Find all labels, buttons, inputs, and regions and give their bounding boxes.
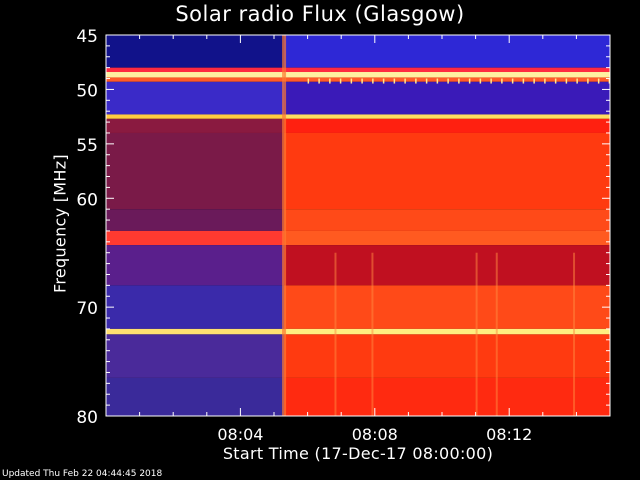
emission-streak <box>334 252 337 416</box>
x-tick-label: 08:04 <box>217 425 263 444</box>
band-tick <box>318 78 320 84</box>
band-tick <box>307 78 310 84</box>
chart-title: Solar radio Flux (Glasgow) <box>175 2 465 26</box>
band-after-burst <box>284 132 610 210</box>
band-tick <box>404 78 406 84</box>
band-tick <box>522 78 525 84</box>
band-tick <box>350 78 353 84</box>
band-tick <box>372 78 374 84</box>
band-tick <box>479 78 482 84</box>
emission-streak <box>371 252 374 416</box>
band-tick <box>587 78 589 84</box>
band-before-burst <box>106 132 285 210</box>
band-after-burst <box>284 67 610 73</box>
emission-streak <box>475 252 478 416</box>
band-before-burst <box>106 35 285 68</box>
band-tick <box>576 78 578 84</box>
band-before-burst <box>106 81 285 115</box>
emission-streak <box>495 252 498 416</box>
x-tick-label: 08:08 <box>352 425 398 444</box>
band-after-burst <box>284 334 610 378</box>
band-tick <box>490 78 492 84</box>
updated-timestamp: Updated Thu Feb 22 04:44:45 2018 <box>2 469 163 479</box>
band-after-burst <box>284 245 610 286</box>
band-after-burst <box>284 230 610 246</box>
band-tick <box>458 78 460 84</box>
band-tick <box>468 78 471 84</box>
band-after-burst <box>284 377 610 416</box>
band-before-burst <box>106 67 285 73</box>
band-tick <box>382 78 385 84</box>
band-tick <box>597 78 600 84</box>
y-tick-label: 50 <box>76 81 98 101</box>
band-after-burst <box>284 118 610 133</box>
band-after-burst <box>284 35 610 68</box>
band-tick <box>554 78 557 84</box>
band-tick <box>533 78 535 84</box>
band-before-burst <box>106 377 285 416</box>
band-before-burst <box>106 77 285 82</box>
band-tick <box>339 78 342 84</box>
band-tick <box>436 78 439 84</box>
band-after-burst <box>284 114 610 119</box>
band-before-burst <box>106 285 285 329</box>
band-after-burst <box>284 285 610 329</box>
band-before-burst <box>106 114 285 119</box>
band-tick <box>415 78 417 84</box>
band-after-burst <box>284 209 610 231</box>
band-before-burst <box>106 328 285 335</box>
band-before-burst <box>106 118 285 133</box>
y-axis-label: Frequency [MHz] <box>50 154 70 293</box>
y-tick-label: 55 <box>76 136 98 156</box>
band-tick <box>393 78 396 84</box>
band-tick <box>329 78 331 84</box>
band-tick <box>608 78 610 84</box>
y-tick-label: 70 <box>76 299 98 319</box>
x-axis-label: Start Time (17-Dec-17 08:00:00) <box>222 444 494 463</box>
band-tick <box>544 78 546 84</box>
band-before-burst <box>106 245 285 286</box>
band-tick <box>501 78 503 84</box>
burst-onset-edge <box>282 35 287 416</box>
y-tick-label: 45 <box>76 27 98 47</box>
band-before-burst <box>106 72 285 78</box>
band-before-burst <box>106 209 285 231</box>
y-tick-label: 80 <box>76 408 98 428</box>
band-after-burst <box>284 81 610 115</box>
band-before-burst <box>106 230 285 246</box>
band-tick <box>361 78 363 84</box>
band-tick <box>565 78 568 84</box>
band-tick <box>425 78 428 84</box>
band-tick <box>447 78 449 84</box>
emission-streak <box>573 252 576 416</box>
band-after-burst <box>284 72 610 78</box>
plot-frame <box>105 34 611 417</box>
band-after-burst <box>284 77 610 82</box>
x-tick-label: 08:12 <box>486 425 532 444</box>
y-tick-label: 60 <box>76 190 98 210</box>
band-tick <box>511 78 514 84</box>
band-after-burst <box>284 328 610 335</box>
band-before-burst <box>106 334 285 378</box>
